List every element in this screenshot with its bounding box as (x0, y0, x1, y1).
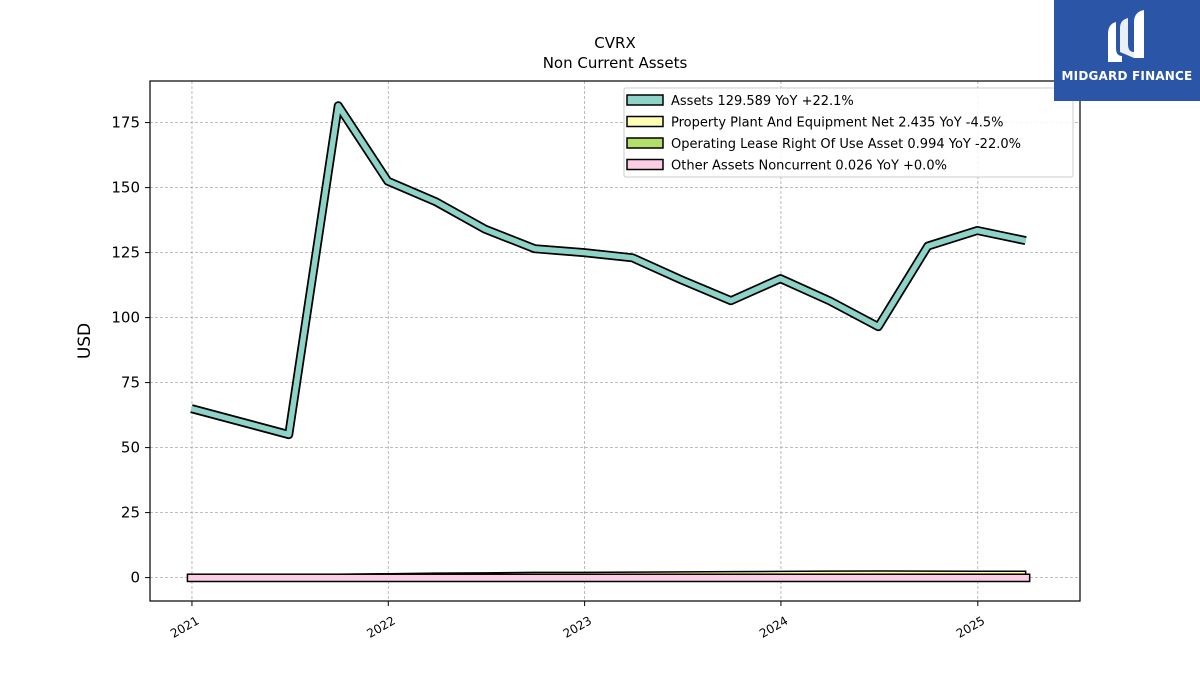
brand-logo: MIDGARD FINANCE (1054, 0, 1200, 101)
y-tick-label: 50 (121, 439, 140, 457)
x-tick-label: 2023 (561, 613, 594, 640)
y-tick-label: 25 (121, 504, 140, 522)
legend-swatch (626, 137, 664, 149)
series-band-other-assets (186, 573, 1031, 583)
y-tick-label: 125 (111, 244, 140, 262)
y-tick-label: 0 (130, 569, 140, 587)
legend-label: Assets 129.589 YoY +22.1% (671, 94, 854, 109)
x-tick-label: 2021 (168, 613, 201, 640)
chart-title: CVRX (594, 34, 635, 52)
series-line-assets (190, 102, 1027, 438)
plot-area (186, 101, 1031, 583)
legend-swatch (626, 115, 664, 128)
y-tick-label: 75 (121, 374, 140, 392)
y-tick-label: 100 (111, 309, 140, 327)
legend-label: Operating Lease Right Of Use Asset 0.994… (671, 137, 1021, 152)
x-tick-label: 2022 (364, 613, 397, 640)
chart-subtitle: Non Current Assets (543, 54, 688, 72)
x-tick-label: 2025 (954, 613, 987, 640)
midgard-logo-icon (1108, 10, 1144, 62)
x-tick-label: 2024 (757, 613, 790, 640)
y-tick-label: 150 (111, 179, 140, 197)
legend: Assets 129.589 YoY +22.1% Property Plant … (623, 87, 1074, 178)
legend-swatch (626, 94, 664, 106)
y-tick-label: 175 (111, 114, 140, 132)
y-axis-label: USD (75, 323, 95, 359)
plot-frame (149, 80, 1081, 602)
legend-label: Property Plant And Equipment Net 2.435 Y… (671, 116, 1004, 131)
legend-box (623, 87, 1074, 178)
legend-swatch (626, 158, 664, 171)
brand-name: MIDGARD FINANCE (1061, 69, 1193, 83)
legend-label: Other Assets Noncurrent 0.026 YoY +0.0% (671, 159, 947, 174)
